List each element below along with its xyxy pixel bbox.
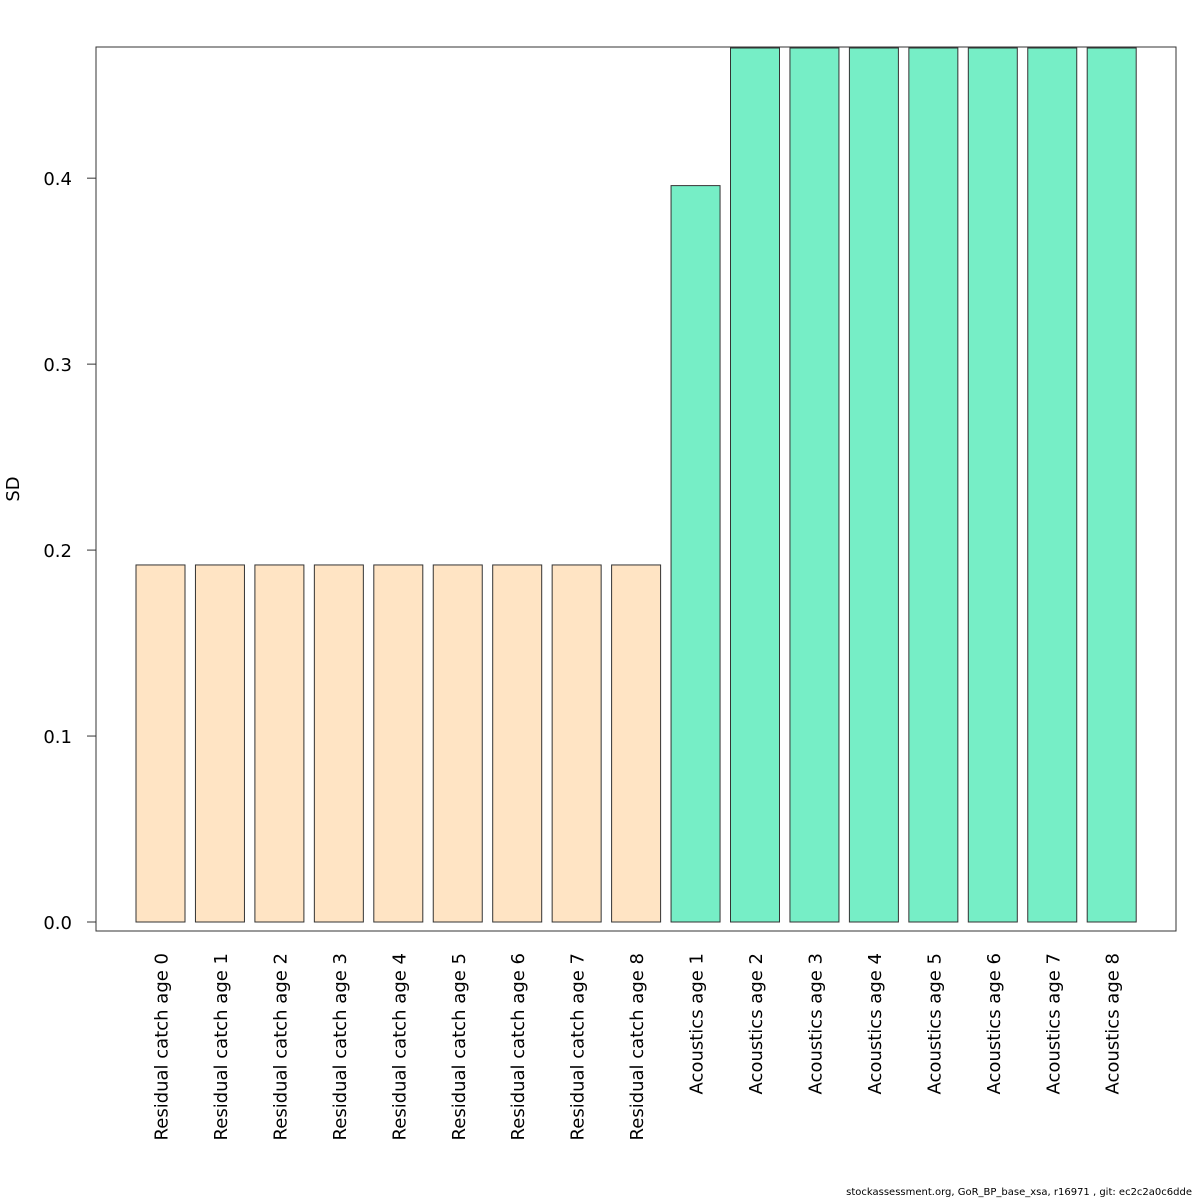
- x-tick-label-1: Residual catch age 0: [152, 953, 173, 1140]
- x-tick-label-14: Acoustics age 5: [924, 953, 945, 1094]
- x-tick-label-3: Residual catch age 2: [270, 953, 291, 1140]
- x-tick-label-7: Residual catch age 6: [508, 953, 529, 1140]
- x-tick-label-5: Residual catch age 4: [389, 953, 410, 1140]
- x-tick-label-17: Acoustics age 8: [1103, 953, 1124, 1094]
- x-tick-label-11: Acoustics age 2: [746, 953, 767, 1094]
- x-tick-label-4: Residual catch age 3: [330, 953, 351, 1140]
- bar-3: [254, 564, 305, 923]
- bars-group: [135, 47, 1137, 923]
- bar-17: [1086, 47, 1137, 923]
- bar-14: [908, 47, 959, 923]
- y-tick-label-4: 0.3: [43, 355, 72, 376]
- y-tick-label-1: 0.0: [43, 913, 72, 934]
- footer-note: stockassessment.org, GoR_BP_base_xsa, r1…: [846, 1187, 1192, 1198]
- bar-15: [967, 47, 1018, 923]
- y-axis-title: SD: [3, 476, 24, 501]
- bar-11: [730, 47, 780, 923]
- x-tick-label-15: Acoustics age 6: [984, 953, 1005, 1094]
- x-tick-label-16: Acoustics age 7: [1043, 953, 1064, 1094]
- y-axis: 0.0 0.1 0.2 0.3 0.4: [43, 169, 96, 934]
- x-tick-label-12: Acoustics age 3: [805, 953, 826, 1094]
- x-tick-label-13: Acoustics age 4: [865, 953, 886, 1094]
- y-tick-label-5: 0.4: [43, 169, 72, 190]
- x-tick-label-6: Residual catch age 5: [449, 953, 470, 1140]
- bar-6: [432, 564, 483, 923]
- x-tick-label-2: Residual catch age 1: [211, 953, 232, 1140]
- bar-13: [848, 47, 899, 923]
- bar-2: [194, 564, 245, 923]
- plot-frame: [95, 46, 1177, 932]
- bar-4: [313, 564, 364, 923]
- y-tick-label-2: 0.1: [43, 727, 72, 748]
- bar-7: [492, 564, 543, 923]
- x-tick-label-10: Acoustics age 1: [687, 953, 708, 1094]
- x-tick-label-8: Residual catch age 7: [568, 953, 589, 1140]
- bar-9: [611, 564, 662, 923]
- bar-12: [789, 47, 840, 923]
- bar-5: [373, 564, 424, 923]
- bar-1: [135, 564, 186, 923]
- y-tick-label-3: 0.2: [43, 541, 72, 562]
- x-tick-label-9: Residual catch age 8: [627, 953, 648, 1140]
- bar-8: [551, 564, 602, 923]
- bar-10: [670, 185, 721, 923]
- bar-16: [1027, 47, 1078, 923]
- x-axis-labels: Residual catch age 0 Residual catch age 1…: [152, 953, 1124, 1140]
